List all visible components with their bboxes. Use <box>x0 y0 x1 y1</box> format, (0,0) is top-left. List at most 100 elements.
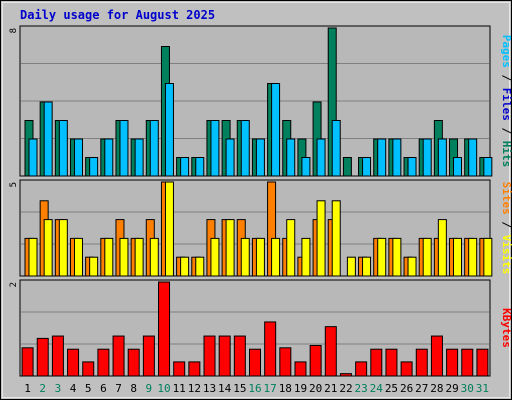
bar-sites-day-26 <box>407 256 417 277</box>
bar-sites-day-19 <box>301 237 311 277</box>
ylabel-part: / <box>500 215 512 235</box>
bar-files-day-30 <box>468 138 478 177</box>
bar-kbytes-day-24 <box>370 348 383 377</box>
bar-files-day-21 <box>331 120 341 177</box>
x-tick-label-day-14: 14 <box>218 382 232 395</box>
bar-kbytes-day-27 <box>415 348 428 377</box>
ylabel-visits-sites: Sites / Visits <box>500 182 512 275</box>
bar-files-day-31 <box>483 157 493 177</box>
bar-sites-day-31 <box>483 237 493 277</box>
x-tick-label-day-28: 28 <box>430 382 443 395</box>
bar-sites-day-29 <box>453 237 463 277</box>
bar-kbytes-day-11 <box>173 361 186 377</box>
bar-kbytes-day-10 <box>158 281 171 377</box>
x-tick-label-day-4: 4 <box>70 382 77 395</box>
ylabel-part: Files <box>500 88 512 121</box>
bar-files-day-23 <box>362 157 372 177</box>
bar-files-day-26 <box>407 157 417 177</box>
bar-sites-day-27 <box>422 237 432 277</box>
x-tick-label-day-19: 19 <box>294 382 307 395</box>
bar-kbytes-day-28 <box>430 335 443 377</box>
bar-files-day-28 <box>437 138 447 177</box>
bar-sites-day-28 <box>437 219 447 277</box>
ylabel-part: Pages <box>500 35 512 68</box>
bar-sites-day-2 <box>43 219 53 277</box>
bar-files-day-1 <box>28 138 38 177</box>
x-tick-label-day-27: 27 <box>415 382 428 395</box>
bar-files-day-5 <box>89 157 99 177</box>
bar-files-day-10 <box>164 83 174 177</box>
ylabel-hits-files: Pages / Files / Hits <box>500 35 512 168</box>
x-tick-label-day-8: 8 <box>130 382 137 395</box>
bar-sites-day-14 <box>225 219 235 277</box>
x-tick-label-day-3: 3 <box>55 382 62 395</box>
bar-files-day-14 <box>225 138 235 177</box>
bar-sites-day-24 <box>377 237 387 277</box>
x-tick-label-day-26: 26 <box>400 382 413 395</box>
bar-kbytes-day-5 <box>82 361 95 377</box>
x-tick-label-day-30: 30 <box>461 382 474 395</box>
bar-sites-day-22 <box>346 256 356 277</box>
bar-sites-day-25 <box>392 237 402 277</box>
bar-kbytes-day-23 <box>355 361 368 377</box>
bar-files-day-11 <box>180 157 190 177</box>
bar-files-day-6 <box>104 138 114 177</box>
bar-files-day-9 <box>149 120 159 177</box>
bar-sites-day-8 <box>134 237 144 277</box>
bar-sites-day-1 <box>28 237 38 277</box>
bar-kbytes-day-8 <box>127 348 140 377</box>
bar-kbytes-day-6 <box>97 348 110 377</box>
x-tick-label-day-21: 21 <box>324 382 337 395</box>
x-tick-label-day-11: 11 <box>173 382 186 395</box>
ylabel-part: / <box>500 68 512 88</box>
bar-kbytes-day-21 <box>324 326 337 377</box>
bar-files-day-16 <box>255 138 265 177</box>
bar-kbytes-day-25 <box>385 348 398 377</box>
bar-kbytes-day-15 <box>233 335 246 377</box>
x-tick-label-day-20: 20 <box>309 382 322 395</box>
x-tick-label-day-10: 10 <box>157 382 170 395</box>
x-tick-label-day-22: 22 <box>339 382 352 395</box>
x-tick-label-day-15: 15 <box>233 382 246 395</box>
bar-sites-day-30 <box>468 237 478 277</box>
bar-sites-day-20 <box>316 200 326 277</box>
ylabel-part: Visits <box>500 235 512 275</box>
bar-kbytes-day-9 <box>142 335 155 377</box>
bar-sites-day-9 <box>149 237 159 277</box>
ymax-label-visits-sites: 5 <box>9 182 19 187</box>
bar-kbytes-day-17 <box>264 321 277 377</box>
x-tick-label-day-17: 17 <box>264 382 277 395</box>
bar-kbytes-day-4 <box>67 348 80 377</box>
bar-kbytes-day-31 <box>476 348 489 377</box>
bar-sites-day-10 <box>164 181 174 277</box>
bar-files-day-19 <box>301 157 311 177</box>
x-tick-label-day-13: 13 <box>203 382 216 395</box>
bar-files-day-13 <box>210 120 220 177</box>
bar-sites-day-3 <box>58 219 68 277</box>
ylabel-kbytes: KBytes <box>500 308 512 348</box>
bar-sites-day-21 <box>331 200 341 277</box>
bar-sites-day-17 <box>271 237 281 277</box>
bar-hits-day-22 <box>342 157 352 177</box>
bar-sites-day-11 <box>180 256 190 277</box>
bar-files-day-18 <box>286 138 296 177</box>
bar-kbytes-day-14 <box>218 335 231 377</box>
bar-kbytes-day-1 <box>21 347 34 377</box>
bar-sites-day-4 <box>73 237 83 277</box>
bar-kbytes-day-3 <box>51 335 64 377</box>
ylabel-part: Hits <box>500 141 512 168</box>
ymax-label-kbytes: 2 <box>9 282 19 287</box>
bar-sites-day-6 <box>104 237 114 277</box>
ylabel-part: KBytes <box>500 308 512 348</box>
bar-kbytes-day-13 <box>203 335 216 377</box>
ylabel-part: Sites <box>500 182 512 215</box>
bar-kbytes-day-20 <box>309 344 322 377</box>
x-tick-label-day-25: 25 <box>385 382 398 395</box>
x-tick-label-day-24: 24 <box>370 382 384 395</box>
x-tick-label-day-2: 2 <box>39 382 46 395</box>
chart-title: Daily usage for August 2025 <box>20 8 215 22</box>
bar-files-day-7 <box>119 120 129 177</box>
bar-kbytes-day-7 <box>112 335 125 377</box>
